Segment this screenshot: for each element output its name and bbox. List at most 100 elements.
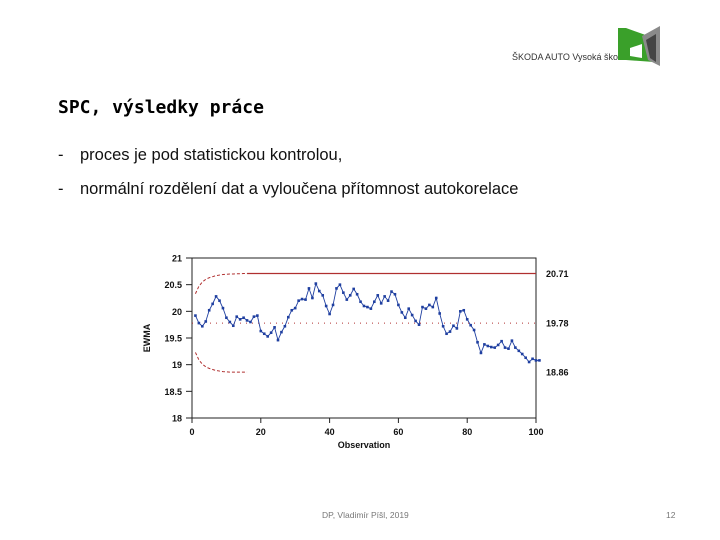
bullet-item: - normální rozdělení dat a vyloučena přít… <box>58 180 518 214</box>
x-tick-label: 40 <box>325 427 335 437</box>
y-tick-label: 21 <box>172 254 182 264</box>
plot-frame <box>191 257 537 419</box>
ewma-point <box>531 357 534 361</box>
ewma-point <box>386 299 390 302</box>
ewma-point <box>331 303 335 307</box>
ewma-point <box>417 323 421 326</box>
ewma-point <box>407 307 411 310</box>
x-tick-label: 20 <box>256 427 266 437</box>
ewma-point <box>300 297 304 301</box>
ewma-point <box>252 315 256 318</box>
ewma-point <box>256 314 259 317</box>
ewma-point <box>465 318 469 321</box>
page-number: 12 <box>666 510 676 520</box>
ewma-point <box>493 346 497 349</box>
ewma-point <box>373 300 376 304</box>
ewma-point <box>393 292 397 296</box>
ewma-point <box>479 351 483 355</box>
ewma-point <box>441 324 445 328</box>
y-tick-label: 20 <box>172 307 182 317</box>
x-tick-label: 100 <box>528 427 543 437</box>
ewma-point <box>314 282 318 285</box>
ewma-point <box>434 296 438 300</box>
ewma-point <box>462 308 466 312</box>
ewma-point <box>400 311 404 314</box>
ewma-point <box>452 324 455 328</box>
bullet-list: - proces je pod statistickou kontrolou, -… <box>58 146 518 214</box>
ewma-point <box>421 305 424 309</box>
ewma-point <box>194 314 197 317</box>
ewma-point <box>342 291 345 294</box>
ewma-point <box>369 307 373 310</box>
ewma-point <box>317 289 321 293</box>
ewma-point <box>293 306 297 310</box>
skoda-logo-icon <box>618 26 660 66</box>
ewma-point <box>514 346 517 349</box>
ewma-point <box>410 313 414 317</box>
ewma-point <box>221 306 225 310</box>
ewma-point <box>228 320 232 324</box>
ewma-point <box>307 287 311 290</box>
ewma-point <box>321 294 325 297</box>
ewma-point <box>362 304 366 308</box>
limit-label: 20.71 <box>546 269 569 279</box>
ewma-point <box>290 308 294 312</box>
school-logo: ŠKODA AUTO Vysoká škola <box>512 22 662 70</box>
ewma-point <box>524 356 527 360</box>
ewma-point <box>311 296 314 300</box>
ewma-point <box>218 299 221 302</box>
ewma-point <box>238 318 242 321</box>
ewma-point <box>414 319 417 323</box>
y-tick-label: 18.5 <box>164 387 182 397</box>
ewma-point <box>438 312 441 315</box>
ewma-point <box>338 283 342 286</box>
ewma-point <box>507 347 510 350</box>
ewma-point <box>231 324 235 328</box>
ewma-point <box>448 330 452 333</box>
ewma-point <box>335 287 338 290</box>
ewma-point <box>517 349 521 353</box>
ewma-point <box>476 340 479 344</box>
x-tick-label: 0 <box>189 427 194 437</box>
ewma-point <box>297 299 300 302</box>
ewma-point <box>538 359 541 362</box>
y-tick-label: 19.5 <box>164 334 182 344</box>
ewma-point <box>283 324 287 328</box>
ewma-point <box>366 305 369 309</box>
ewma-point <box>214 295 218 298</box>
ewma-point <box>397 303 400 307</box>
y-axis-label: EWMA <box>142 323 152 352</box>
ewma-point <box>503 346 507 349</box>
ewma-point <box>245 319 249 322</box>
ewma-point <box>431 305 435 309</box>
bullet-text: proces je pod statistickou kontrolou, <box>80 146 343 164</box>
ewma-point <box>534 359 538 362</box>
y-tick-label: 20.5 <box>164 280 182 290</box>
ewma-point <box>225 316 228 320</box>
ewma-point <box>348 294 352 297</box>
ewma-point <box>483 343 486 346</box>
ewma-point <box>500 339 503 343</box>
y-tick-label: 19 <box>172 360 182 370</box>
bullet-dash: - <box>58 180 64 198</box>
ewma-point <box>269 331 273 334</box>
ewma-point <box>520 352 524 356</box>
footer-author: DP, Vladimír Píšl, 2019 <box>322 510 409 520</box>
ewma-point <box>459 310 462 313</box>
ewma-chart: 18 18.5 19 19.5 20 20.5 21 0 20 40 60 80 100 Observat… <box>142 254 569 451</box>
limit-label: 18.86 <box>546 368 569 378</box>
ewma-point <box>486 344 490 348</box>
ewma-point <box>445 332 448 336</box>
ewma-point <box>259 329 263 333</box>
x-tick-label: 80 <box>462 427 472 437</box>
ewma-point <box>403 316 407 320</box>
ewma-point <box>276 338 280 342</box>
ewma-point <box>496 343 500 347</box>
ewma-point <box>527 360 531 364</box>
ewma-point <box>207 308 211 312</box>
ewma-point <box>235 315 239 318</box>
slide-title: SPC, výsledky práce <box>58 97 264 118</box>
ewma-point <box>428 303 431 307</box>
ewma-point <box>472 328 476 332</box>
ewma-point <box>324 304 328 308</box>
